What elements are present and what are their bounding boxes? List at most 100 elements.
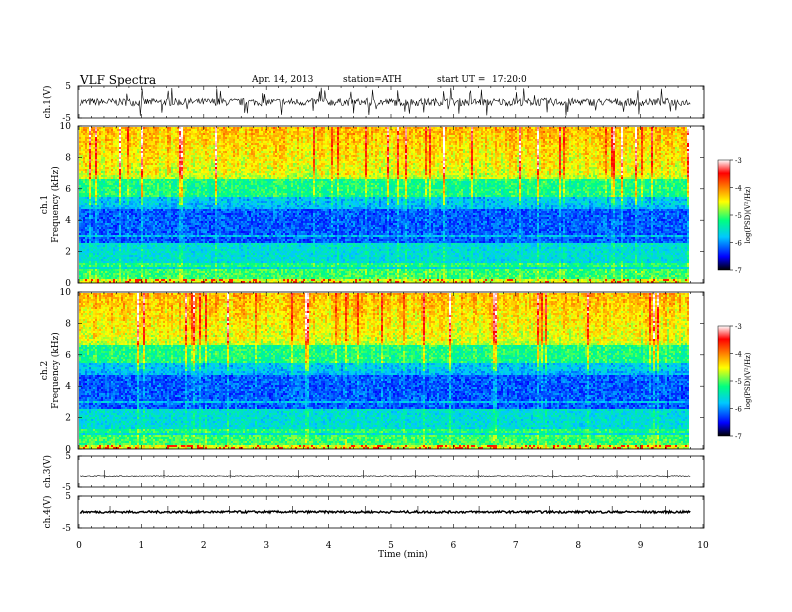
ch1-spectrogram-cell (363, 133, 365, 135)
ch1-spectrogram-cell (293, 131, 295, 133)
ch1-spectrogram-cell (233, 127, 235, 129)
ch1-spectrogram-cell (309, 129, 311, 131)
ch1-spectrogram-cell (589, 129, 591, 131)
ch1-spectrogram-cell (383, 133, 385, 135)
ch1-spectrogram-cell (107, 133, 109, 135)
ch1-spectrogram-cell (677, 131, 679, 133)
ch1-spectrogram-cell (331, 127, 333, 129)
ch1-spectrogram-cell (169, 129, 171, 131)
ch1-spectrogram-cell (327, 133, 329, 135)
ch1-spectrogram-cell (135, 127, 137, 129)
ch1-spectrogram-cell (547, 131, 549, 133)
ch1-spectrogram-cell (341, 131, 343, 133)
ch1-spectrogram-cell (111, 133, 113, 135)
ch1-spectrogram-cell (243, 129, 245, 131)
ch1-spectrogram-cell (539, 129, 541, 131)
ch1-spectrogram-cell (95, 131, 97, 133)
ch1-spectrogram-cell (285, 133, 287, 135)
ch1-spectrogram-cell (85, 131, 87, 133)
ch1-spectrogram-cell (681, 129, 683, 131)
ch1-spectrogram-cell (195, 127, 197, 129)
ch1-spectrogram-cell (369, 129, 371, 131)
ch1-spectrogram-cell (443, 127, 445, 129)
ch1-spectrogram-cell (573, 127, 575, 129)
ch1-spectrogram-cell (471, 129, 473, 131)
ch1-spectrogram-cell (81, 133, 83, 135)
ch1-spectrogram-cell (189, 129, 191, 131)
ch1-spectrogram-cell (587, 127, 589, 129)
ch1-spectrogram-cell (523, 127, 525, 129)
ch1-spectrogram-cell (177, 131, 179, 133)
ch1-spectrogram-cell (525, 129, 527, 131)
ch1-spectrogram-cell (227, 133, 229, 135)
ch1-spectrogram-cell (661, 129, 663, 131)
ch1-spectrogram-cell (475, 131, 477, 133)
ch1-spectrogram-cell (605, 129, 607, 131)
ch1-spectrogram-cell (283, 131, 285, 133)
ch1-spectrogram-cell (659, 129, 661, 131)
ch1-spectrogram-cell (405, 129, 407, 131)
ch1-spectrogram-cell (551, 131, 553, 133)
ch1-spectrogram-cell (217, 131, 219, 133)
ch1-spectrogram-cell (127, 131, 129, 133)
ch1-spectrogram-cell (167, 127, 169, 129)
ch1-spectrogram-cell (287, 133, 289, 135)
ch1-spectrogram-cell (105, 129, 107, 131)
ch1-spectrogram-cell (375, 133, 377, 135)
ch1-spectrogram-cell (443, 131, 445, 133)
ch1-spectrogram-cell (173, 127, 175, 129)
ch1-spectrogram-cell (459, 127, 461, 129)
ch1-spectrogram-cell (507, 127, 509, 129)
ch1-spectrogram-cell (435, 127, 437, 129)
ch1-spectrogram-cell (461, 127, 463, 129)
ch1-spectrogram-cell (405, 131, 407, 133)
ch1-spectrogram-cell (337, 127, 339, 129)
ch1-spectrogram-cell (681, 127, 683, 129)
ch1-spectrogram-cell (125, 129, 127, 131)
ch1-spectrogram-cell (513, 129, 515, 131)
ch1-spectrogram-cell (449, 131, 451, 133)
ch1-spectrogram-cell (533, 129, 535, 131)
ch1-spectrogram-cell (105, 131, 107, 133)
ch1-spectrogram-cell (657, 127, 659, 129)
ch1-spectrogram-cell (479, 129, 481, 131)
ch1-spectrogram-cell (293, 127, 295, 129)
ch1-spectrogram-cell (315, 133, 317, 135)
ch1-spectrogram-cell (567, 131, 569, 133)
ch1-spectrogram-cell (393, 133, 395, 135)
ch1-spectrogram-cell (151, 133, 153, 135)
ch1-spectrogram-cell (557, 129, 559, 131)
ch1-spectrogram-cell (147, 127, 149, 129)
ch1-spectrogram-cell (443, 129, 445, 131)
ch1-spectrogram-cell (447, 129, 449, 131)
ch1-spectrogram-cell (285, 131, 287, 133)
ch1-spectrogram-cell (441, 131, 443, 133)
ch1-spectrogram-cell (559, 127, 561, 129)
ch1-spectrogram-cell (223, 131, 225, 133)
ch1-spectrogram-cell (533, 127, 535, 129)
ch1-spectrogram-cell (263, 133, 265, 135)
ch1-spectrogram-cell (417, 131, 419, 133)
ch1-spectrogram-cell (379, 129, 381, 131)
ch1-spectrogram-cell (419, 129, 421, 131)
ch1-spectrogram-cell (215, 133, 217, 135)
ch1-spectrogram-cell (395, 131, 397, 133)
ch1-spectrogram-cell (497, 129, 499, 131)
ch1-spectrogram-cell (283, 129, 285, 131)
ch1-spectrogram-cell (607, 131, 609, 133)
ch1-spectrogram-cell (349, 127, 351, 129)
ch1-spectrogram-cell (487, 127, 489, 129)
ch1-spectrogram-cell (625, 127, 627, 129)
ch1-spectrogram-cell (453, 131, 455, 133)
ch1-spectrogram-cell (333, 129, 335, 131)
ch1-spectrogram-cell (501, 127, 503, 129)
ch1-spectrogram-cell (503, 131, 505, 133)
ch1-spectrogram-cell (403, 131, 405, 133)
ch1-spectrogram-cell (257, 131, 259, 133)
ch1-spectrogram-cell (341, 129, 343, 131)
ch1-spectrogram-cell (179, 133, 181, 135)
ch1-spectrogram-cell (333, 133, 335, 135)
ch1-spectrogram-cell (305, 127, 307, 129)
ch1-spectrogram-cell (163, 131, 165, 133)
ch1-spectrogram-cell (143, 127, 145, 129)
